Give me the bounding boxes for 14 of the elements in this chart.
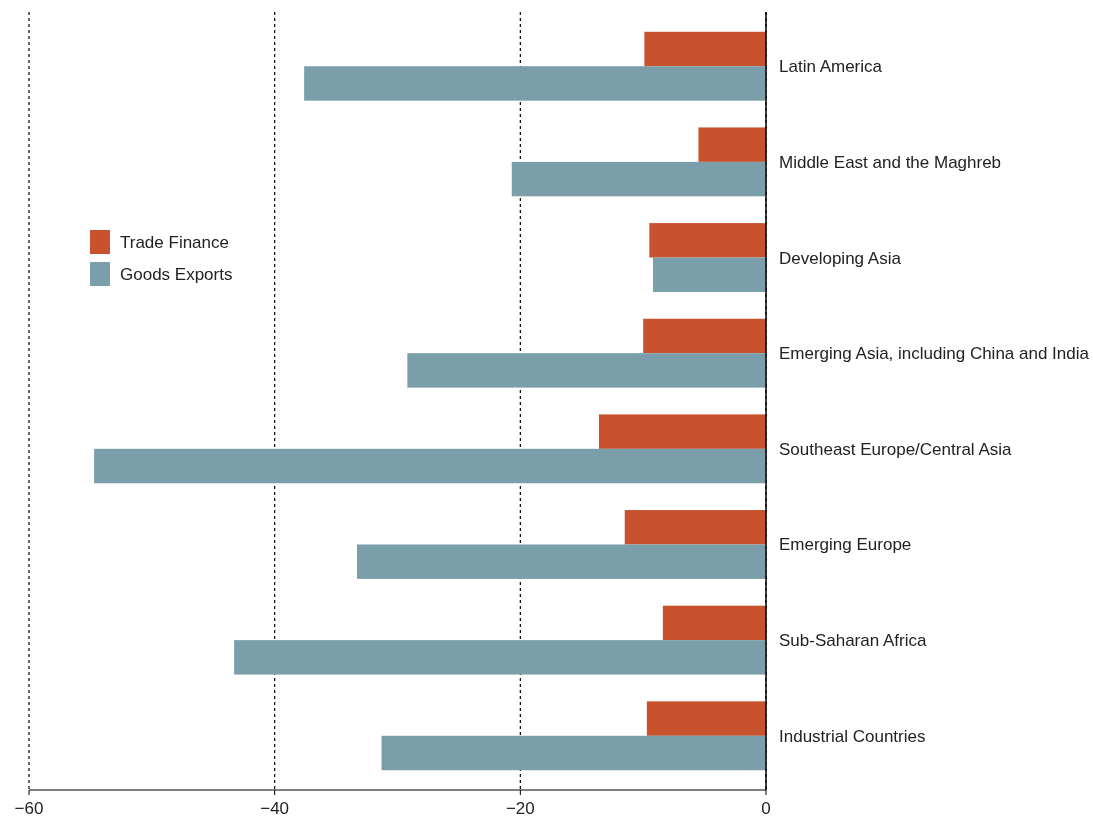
y-tick-label: Latin America [779,57,883,77]
y-tick-label: Emerging Asia, including China and India [779,344,1090,364]
x-tick-label: −60 [14,799,44,818]
y-tick-label: Southeast Europe/Central Asia [779,439,1013,459]
y-tick-label: Industrial Countries [779,726,926,746]
legend-label: Goods Exports [120,265,233,284]
x-tick-label: −40 [260,799,290,818]
legend-label: Trade Finance [120,233,229,252]
y-tick-label: Emerging Europe [779,535,912,555]
y-tick-label: Middle East and the Maghreb [779,152,1002,172]
x-tick-label: −20 [505,799,535,818]
y-tick-label: Sub-Saharan Africa [779,631,927,651]
x-tick-label: 0 [761,799,771,818]
y-tick-label: Developing Asia [779,248,902,268]
